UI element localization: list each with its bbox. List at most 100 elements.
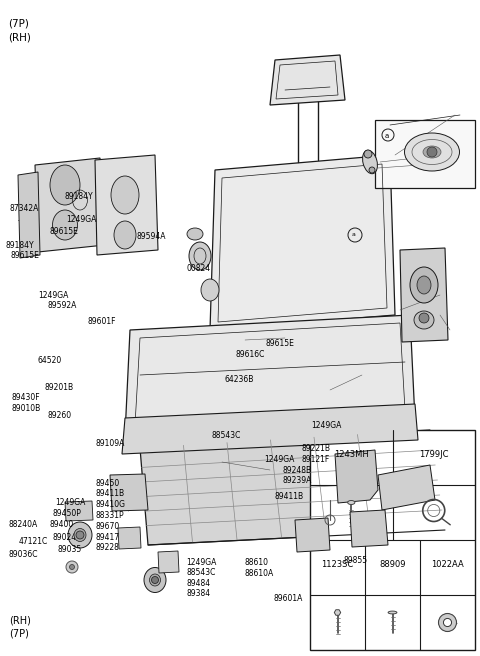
Text: 89592A: 89592A [48, 301, 77, 310]
Text: 89615E: 89615E [265, 339, 294, 348]
Polygon shape [334, 609, 341, 615]
Circle shape [439, 613, 456, 632]
Text: 89036C: 89036C [9, 550, 38, 559]
Text: 89184Y: 89184Y [6, 241, 35, 250]
Text: 89384: 89384 [186, 589, 210, 598]
Bar [375, 120, 475, 188]
Polygon shape [335, 450, 378, 503]
Polygon shape [35, 158, 105, 252]
Text: 89855: 89855 [344, 556, 368, 565]
Text: 1249GA: 1249GA [311, 420, 341, 430]
Polygon shape [295, 518, 330, 552]
Polygon shape [210, 155, 395, 330]
Text: 64236B: 64236B [225, 375, 254, 384]
Text: 89670: 89670 [96, 522, 120, 531]
Text: 89411B: 89411B [96, 489, 125, 499]
Text: 1249GA: 1249GA [66, 215, 96, 224]
Text: 47121C: 47121C [18, 537, 48, 546]
Circle shape [76, 531, 84, 539]
Ellipse shape [144, 567, 166, 592]
Bar [310, 430, 475, 650]
Text: 1249GA: 1249GA [264, 455, 294, 464]
Ellipse shape [187, 228, 203, 240]
Ellipse shape [388, 611, 397, 614]
Text: 88240A: 88240A [9, 520, 38, 529]
Ellipse shape [201, 279, 219, 301]
Text: 89184Y: 89184Y [65, 192, 94, 201]
Text: 1123SC: 1123SC [322, 560, 354, 569]
Ellipse shape [405, 133, 459, 171]
Text: 89121F: 89121F [301, 455, 330, 464]
Ellipse shape [52, 210, 77, 240]
Polygon shape [65, 501, 93, 521]
Ellipse shape [362, 150, 377, 174]
Polygon shape [350, 510, 388, 547]
Ellipse shape [348, 501, 355, 504]
Text: 88543C: 88543C [211, 431, 240, 440]
Polygon shape [95, 155, 158, 255]
Text: 89400: 89400 [49, 520, 74, 529]
Text: (RH): (RH) [9, 615, 31, 626]
Ellipse shape [50, 165, 80, 205]
Text: 1243MH: 1243MH [334, 450, 369, 459]
Text: 64520: 64520 [37, 356, 62, 365]
Text: 89024B: 89024B [53, 533, 82, 542]
Ellipse shape [68, 522, 92, 548]
Text: 89601A: 89601A [274, 594, 303, 603]
Text: 89410G: 89410G [96, 500, 126, 509]
Ellipse shape [414, 311, 434, 329]
Text: 88331P: 88331P [96, 511, 125, 520]
Polygon shape [18, 172, 40, 258]
Polygon shape [140, 430, 445, 545]
Ellipse shape [149, 574, 160, 586]
Text: 1249GA: 1249GA [55, 498, 85, 507]
Text: (RH): (RH) [8, 32, 31, 42]
Circle shape [152, 577, 158, 583]
Polygon shape [400, 248, 448, 342]
Text: 89601F: 89601F [88, 317, 116, 326]
Text: 89615E: 89615E [11, 251, 39, 260]
Ellipse shape [417, 276, 431, 294]
Text: 89109A: 89109A [96, 439, 125, 448]
Circle shape [444, 619, 452, 626]
Text: 89010B: 89010B [12, 403, 41, 413]
Ellipse shape [74, 529, 86, 541]
Circle shape [70, 565, 74, 569]
Circle shape [66, 561, 78, 573]
Circle shape [364, 150, 372, 158]
Text: 89260: 89260 [48, 411, 72, 420]
Text: (7P): (7P) [9, 628, 28, 639]
Ellipse shape [423, 146, 441, 158]
Text: 89239A: 89239A [282, 476, 312, 485]
Text: 88909: 88909 [379, 560, 406, 569]
Ellipse shape [410, 267, 438, 303]
Text: 89615E: 89615E [49, 227, 78, 236]
Text: 89248B: 89248B [282, 466, 312, 475]
Ellipse shape [111, 176, 139, 214]
Text: 89484: 89484 [186, 579, 210, 588]
Text: 89035: 89035 [58, 544, 82, 554]
Polygon shape [125, 315, 415, 435]
Polygon shape [378, 465, 435, 510]
Text: 1022AA: 1022AA [431, 560, 464, 569]
Polygon shape [158, 551, 179, 573]
Ellipse shape [189, 242, 211, 270]
Text: 1249GA: 1249GA [38, 291, 69, 300]
Text: 1249GA: 1249GA [186, 558, 216, 567]
Text: 89417: 89417 [96, 533, 120, 542]
Text: 88610: 88610 [245, 558, 269, 567]
Text: 88610A: 88610A [245, 569, 274, 579]
Text: 89450P: 89450P [53, 509, 82, 518]
Text: 89411B: 89411B [275, 492, 304, 501]
Polygon shape [118, 527, 141, 549]
Text: 89201B: 89201B [44, 382, 73, 392]
Text: 87342A: 87342A [10, 204, 39, 213]
Polygon shape [270, 55, 345, 105]
Polygon shape [110, 474, 148, 511]
Text: a: a [385, 133, 389, 139]
Text: (7P): (7P) [8, 18, 29, 28]
Ellipse shape [114, 221, 136, 249]
Text: 89430F: 89430F [12, 393, 41, 402]
Text: 89450: 89450 [96, 479, 120, 488]
Polygon shape [122, 404, 418, 454]
